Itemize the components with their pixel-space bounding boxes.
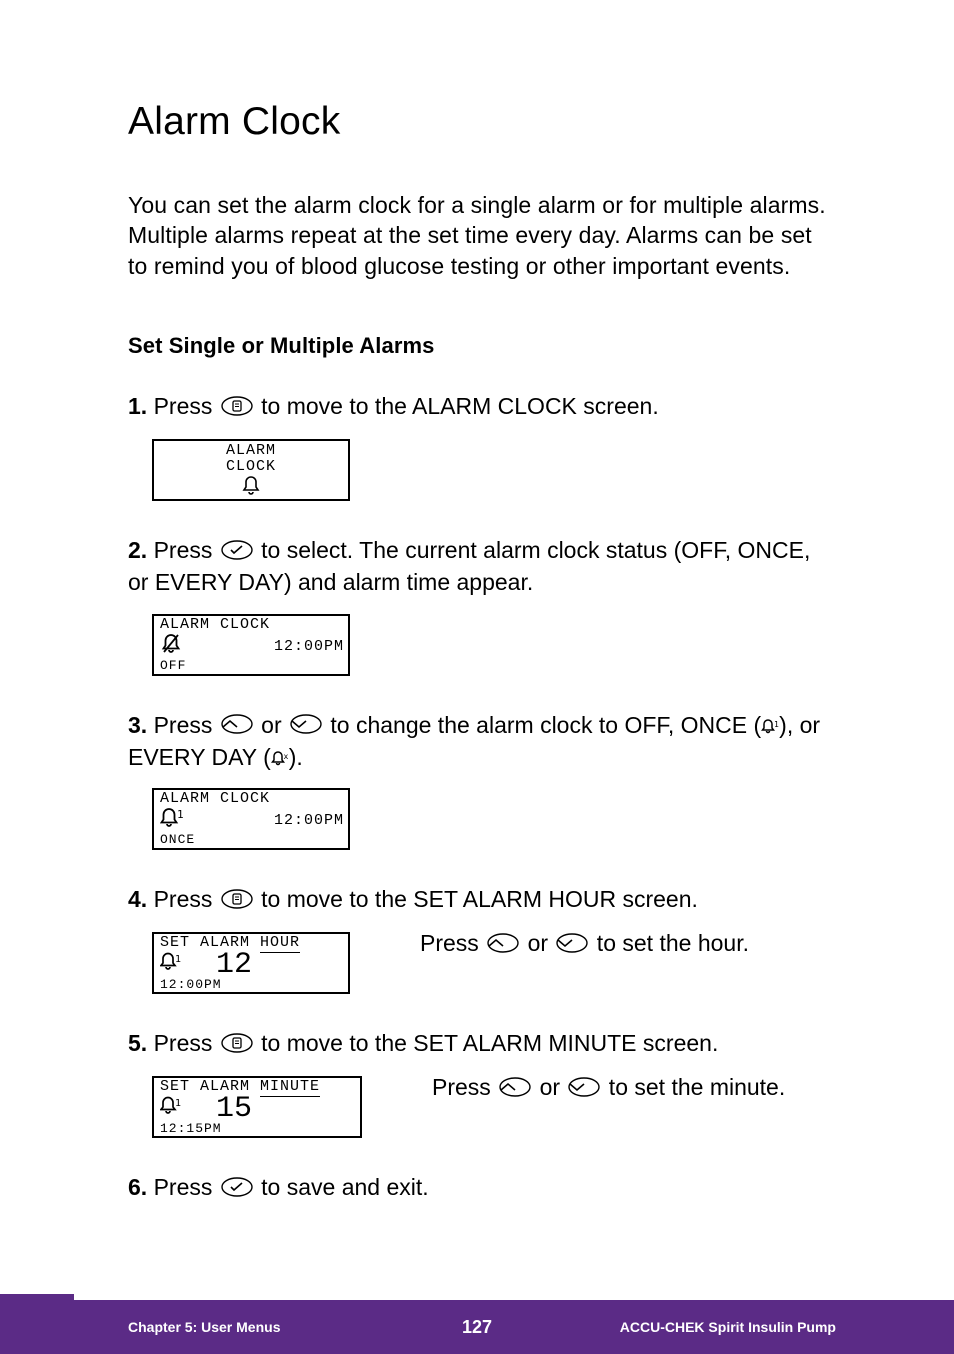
screen-status: OFF (160, 659, 186, 672)
screen-set-minute: SET ALARM MINUTE 1 12:15PM 15 (152, 1076, 362, 1138)
menu-button-icon (221, 393, 253, 423)
up-button-icon (499, 1076, 531, 1103)
step-text: or (255, 712, 288, 738)
step-4: 4. Press to move to the SET ALARM HOUR s… (128, 884, 836, 916)
screen-time: 12:00PM (274, 812, 344, 829)
screen-line: CLOCK (154, 459, 348, 475)
step-6: 6. Press to save and exit. (128, 1172, 836, 1204)
screen-sub: 12:00PM (160, 977, 222, 992)
step-text: to move to the SET ALARM HOUR screen. (255, 886, 698, 912)
step-text: Press (147, 393, 219, 419)
step-2: 2. Press to select. The current alarm cl… (128, 535, 836, 597)
step-text: Press (147, 712, 219, 738)
screen-big-number: 12 (216, 948, 252, 982)
screen-title: ALARM CLOCK (160, 616, 270, 633)
bell-1-icon: 1 (160, 1099, 182, 1116)
screen-big-number: 15 (216, 1092, 252, 1126)
screen-alarm-once: ALARM CLOCK 1 ONCE 12:00PM (152, 788, 350, 850)
down-button-icon (290, 711, 322, 741)
step-text: to change the alarm clock to OFF, ONCE ( (324, 712, 761, 738)
intro-paragraph: You can set the alarm clock for a single… (128, 190, 836, 281)
bell-1-icon: 1 (160, 812, 184, 829)
step-text: Press (147, 1030, 219, 1056)
step-4-side: Press or to set the hour. (420, 928, 749, 958)
bell-icon (154, 475, 348, 497)
footer-chapter: Chapter 5: User Menus (128, 1319, 280, 1335)
check-button-icon (221, 1174, 253, 1204)
down-button-icon (556, 932, 588, 959)
section-heading: Set Single or Multiple Alarms (128, 333, 836, 359)
step-number: 5. (128, 1030, 147, 1056)
step-text: to save and exit. (255, 1174, 429, 1200)
footer-bar: Chapter 5: User Menus 127 ACCU-CHEK Spir… (0, 1300, 954, 1354)
step-text: Press (147, 886, 219, 912)
footer-product: ACCU-CHEK Spirit Insulin Pump (620, 1319, 836, 1335)
step-text: to move to the ALARM CLOCK screen. (255, 393, 659, 419)
up-button-icon (221, 711, 253, 741)
screen-sub: 12:15PM (160, 1121, 222, 1136)
step-text: Press (147, 537, 219, 563)
step-5-side: Press or to set the minute. (432, 1072, 785, 1102)
step-number: 1. (128, 393, 147, 419)
svg-text:1: 1 (175, 1098, 182, 1109)
screen-alarm-clock-menu: ALARM CLOCK (152, 439, 350, 501)
down-button-icon (568, 1076, 600, 1103)
screen-alarm-off: ALARM CLOCK OFF 12:00PM (152, 614, 350, 676)
step-number: 3. (128, 712, 147, 738)
menu-button-icon (221, 1030, 253, 1060)
screen-set-hour: SET ALARM HOUR 1 12:00PM 12 (152, 932, 350, 994)
step-5: 5. Press to move to the SET ALARM MINUTE… (128, 1028, 836, 1060)
step-number: 4. (128, 886, 147, 912)
step-1: 1. Press to move to the ALARM CLOCK scre… (128, 391, 836, 423)
screen-time: 12:00PM (274, 638, 344, 655)
svg-text:x: x (283, 752, 288, 761)
menu-button-icon (221, 886, 253, 916)
page-title: Alarm Clock (128, 100, 836, 144)
up-button-icon (487, 932, 519, 959)
step-number: 2. (128, 537, 147, 563)
footer-page-number: 127 (462, 1317, 492, 1338)
screen-status: ONCE (160, 833, 195, 846)
bell-1-icon: 1 (761, 712, 779, 738)
check-button-icon (221, 537, 253, 567)
step-text: Press (147, 1174, 219, 1200)
bell-x-icon: x (271, 744, 289, 770)
step-text: ). (289, 744, 303, 770)
screen-title: ALARM CLOCK (160, 790, 270, 807)
screen-line: ALARM (154, 443, 348, 459)
step-3: 3. Press or to change the alarm clock to… (128, 710, 836, 772)
step-text: to move to the SET ALARM MINUTE screen. (255, 1030, 719, 1056)
bell-off-icon (160, 638, 182, 655)
svg-text:1: 1 (175, 954, 182, 965)
bell-1-icon: 1 (160, 955, 182, 972)
step-number: 6. (128, 1174, 147, 1200)
svg-text:1: 1 (177, 808, 184, 821)
